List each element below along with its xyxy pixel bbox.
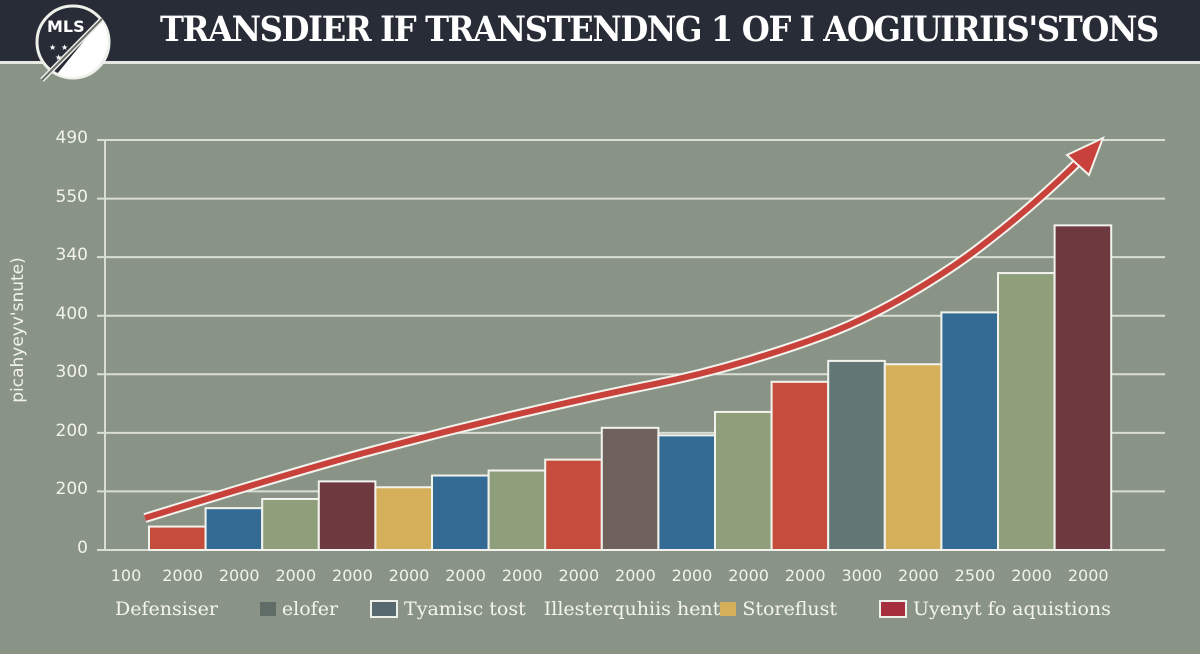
x-tick-label: 2000 xyxy=(501,566,543,585)
x-tick-label: 2000 xyxy=(784,566,826,585)
bar xyxy=(431,474,490,551)
legend-item: Illesterquhiis hent xyxy=(544,598,721,620)
arrowhead-icon xyxy=(1065,136,1105,177)
x-tick-label: 2000 xyxy=(218,566,260,585)
x-tick-label: 2000 xyxy=(898,566,939,585)
legend-label: Uyenyt fo aquistions xyxy=(913,598,1111,620)
legend-item: Defensiser xyxy=(115,598,218,620)
x-tick-label: 100 xyxy=(110,566,142,585)
legend: Defensiser elofer Tyamisc tost Illesterquhi… xyxy=(115,596,1111,622)
y-tick-label: 200 xyxy=(55,479,88,500)
legend-swatch-icon xyxy=(879,600,908,618)
x-tick-label: 2000 xyxy=(445,566,486,585)
svg-text:★: ★ xyxy=(61,43,68,52)
bar xyxy=(317,480,377,551)
x-tick-label: 2500 xyxy=(954,566,996,585)
legend-label: Illesterquhiis hent xyxy=(543,598,721,620)
x-tick-label: 2000 xyxy=(388,566,430,585)
legend-item: Storeflust xyxy=(720,598,837,620)
svg-text:MLS: MLS xyxy=(47,17,85,36)
bar xyxy=(261,497,320,552)
legend-swatch-icon xyxy=(259,602,276,616)
bar xyxy=(600,426,660,551)
bar xyxy=(940,311,1000,551)
chart-title: TRANSDIER IF TRANSTENDNG 1 OF I AOGIUIRI… xyxy=(160,9,1159,50)
bar xyxy=(714,410,773,551)
y-tick-label: 400 xyxy=(55,303,88,324)
legend-swatch-icon xyxy=(720,602,737,616)
bar xyxy=(204,507,264,552)
x-tick-label: 2000 xyxy=(1011,566,1052,585)
x-tick-label: 2000 xyxy=(275,566,317,585)
x-tick-label: 2000 xyxy=(1067,566,1109,585)
x-tick-label: 2000 xyxy=(615,566,656,585)
legend-swatch-icon xyxy=(370,600,399,618)
x-tick-label: 2000 xyxy=(332,566,373,585)
bar xyxy=(657,434,717,551)
bar xyxy=(1053,224,1113,552)
bar xyxy=(374,486,433,552)
svg-text:★: ★ xyxy=(49,43,56,52)
bar xyxy=(487,469,547,551)
header-bar: MLS ★ ★ ★ TRANSDIER IF TRANSTENDNG 1 OF … xyxy=(0,0,1200,82)
y-tick-label: 300 xyxy=(55,362,88,383)
bar xyxy=(997,272,1056,551)
legend-label: elofer xyxy=(281,598,339,620)
x-tick-label: 2000 xyxy=(162,566,203,585)
legend-item: Tyamisc tost xyxy=(370,598,526,620)
mls-logo-icon: MLS ★ ★ ★ xyxy=(35,4,111,82)
trend-line xyxy=(144,151,1089,521)
legend-label: Tyamisc tost xyxy=(404,598,526,620)
x-tick-label: 2000 xyxy=(728,566,769,585)
bar xyxy=(148,525,207,551)
trend-arrow xyxy=(143,136,1105,523)
y-tick-label: 550 xyxy=(55,186,88,207)
y-tick-label: 200 xyxy=(55,420,88,441)
x-tick-label: 2000 xyxy=(671,566,713,585)
legend-item: Uyenyt fo aquistions xyxy=(879,598,1111,620)
legend-label: Defensiser xyxy=(115,598,218,620)
legend-label: Storeflust xyxy=(742,598,838,620)
x-tick-label: 3000 xyxy=(841,566,883,585)
bar xyxy=(883,363,943,551)
y-tick-label: 490 xyxy=(55,128,88,148)
svg-text:★: ★ xyxy=(55,53,62,62)
y-tick-label: 340 xyxy=(55,245,88,266)
y-tick-label: 0 xyxy=(77,538,88,558)
legend-item: elofer xyxy=(259,598,339,620)
bars xyxy=(148,224,1113,552)
x-tick-label: 2000 xyxy=(558,566,600,585)
bar xyxy=(770,380,830,551)
bar xyxy=(544,458,603,552)
bar xyxy=(827,359,886,551)
